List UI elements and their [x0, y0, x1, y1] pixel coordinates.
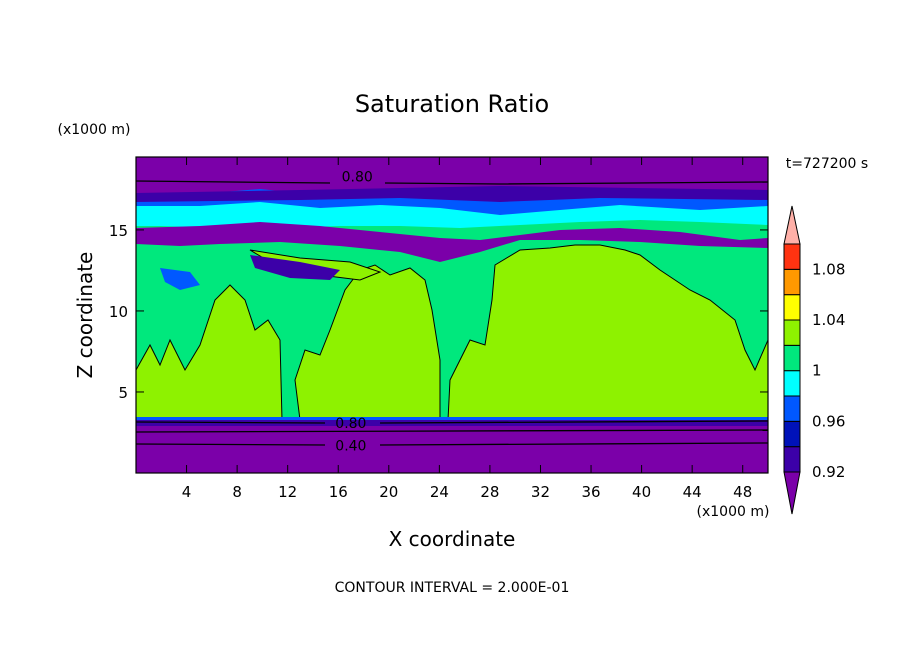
contour-label: 0.40: [335, 438, 366, 454]
y-tick-label: 15: [109, 222, 128, 240]
x-tick-label: 40: [632, 483, 651, 501]
x-tick-label: 28: [480, 483, 499, 501]
x-axis-label: X coordinate: [389, 527, 516, 551]
x-tick-label: 16: [329, 483, 348, 501]
colorbar-swatch: [783, 370, 801, 397]
y-tick-label: 5: [118, 384, 128, 402]
colorbar-label: 1.08: [812, 260, 845, 278]
y-tick-label: 10: [109, 303, 128, 321]
x-tick-label: 36: [581, 483, 600, 501]
colorbar-swatch: [783, 344, 801, 372]
upper-darkblue-layer: [136, 186, 768, 202]
colorbar-swatch: [783, 446, 801, 473]
colorbar-label: 1: [812, 362, 822, 380]
x-tick-label: 20: [379, 483, 398, 501]
colorbar-under-arrow: [783, 471, 801, 515]
contour-label: 0.80: [342, 169, 373, 185]
colorbar-swatch: [783, 294, 801, 321]
colorbar-label: 0.96: [812, 412, 845, 430]
x-tick-label: 48: [733, 483, 752, 501]
x-tick-label: 44: [683, 483, 702, 501]
y-axis-label: Z coordinate: [73, 252, 97, 379]
x-tick-label: 12: [278, 483, 297, 501]
colorbar-swatch: [783, 243, 801, 270]
colorbar-label: 1.04: [812, 311, 845, 329]
contour-plot-area: 0.800.800.40 4 8 12 16 20 24 28 32 36 40 44 48 5101…: [109, 156, 769, 501]
colorbar-swatch: [783, 395, 801, 422]
contour-interval-note: CONTOUR INTERVAL = 2.000E-01: [335, 580, 570, 596]
colorbar-swatch: [783, 268, 801, 296]
colorbar-label: 0.92: [812, 463, 845, 481]
lower-blue-line: [136, 417, 768, 420]
mid-blue-patch: [160, 268, 200, 290]
colorbar-swatch: [783, 319, 801, 346]
time-label: t=727200 s: [786, 156, 868, 172]
colorbar-over-arrow: [783, 205, 801, 245]
y-unit-label: (x1000 m): [58, 122, 131, 138]
colorbar-swatch: [783, 420, 801, 448]
x-unit-label: (x1000 m): [697, 504, 770, 520]
x-tick-label: 32: [531, 483, 550, 501]
lower-purple-band: [136, 425, 768, 473]
contour-lines: [136, 180, 768, 446]
mid-darkblue-patch: [250, 255, 340, 280]
x-tick-label: 24: [430, 483, 449, 501]
chart-title: Saturation Ratio: [355, 90, 549, 118]
contour-label: 0.80: [335, 416, 366, 432]
x-tick-label: 4: [182, 483, 192, 501]
colorbar: 1.08 1.04 1 0.96 0.92: [783, 205, 845, 515]
x-tick-label: 8: [232, 483, 242, 501]
plot-frame: [135, 156, 769, 474]
mid-purple-band: [136, 222, 768, 262]
